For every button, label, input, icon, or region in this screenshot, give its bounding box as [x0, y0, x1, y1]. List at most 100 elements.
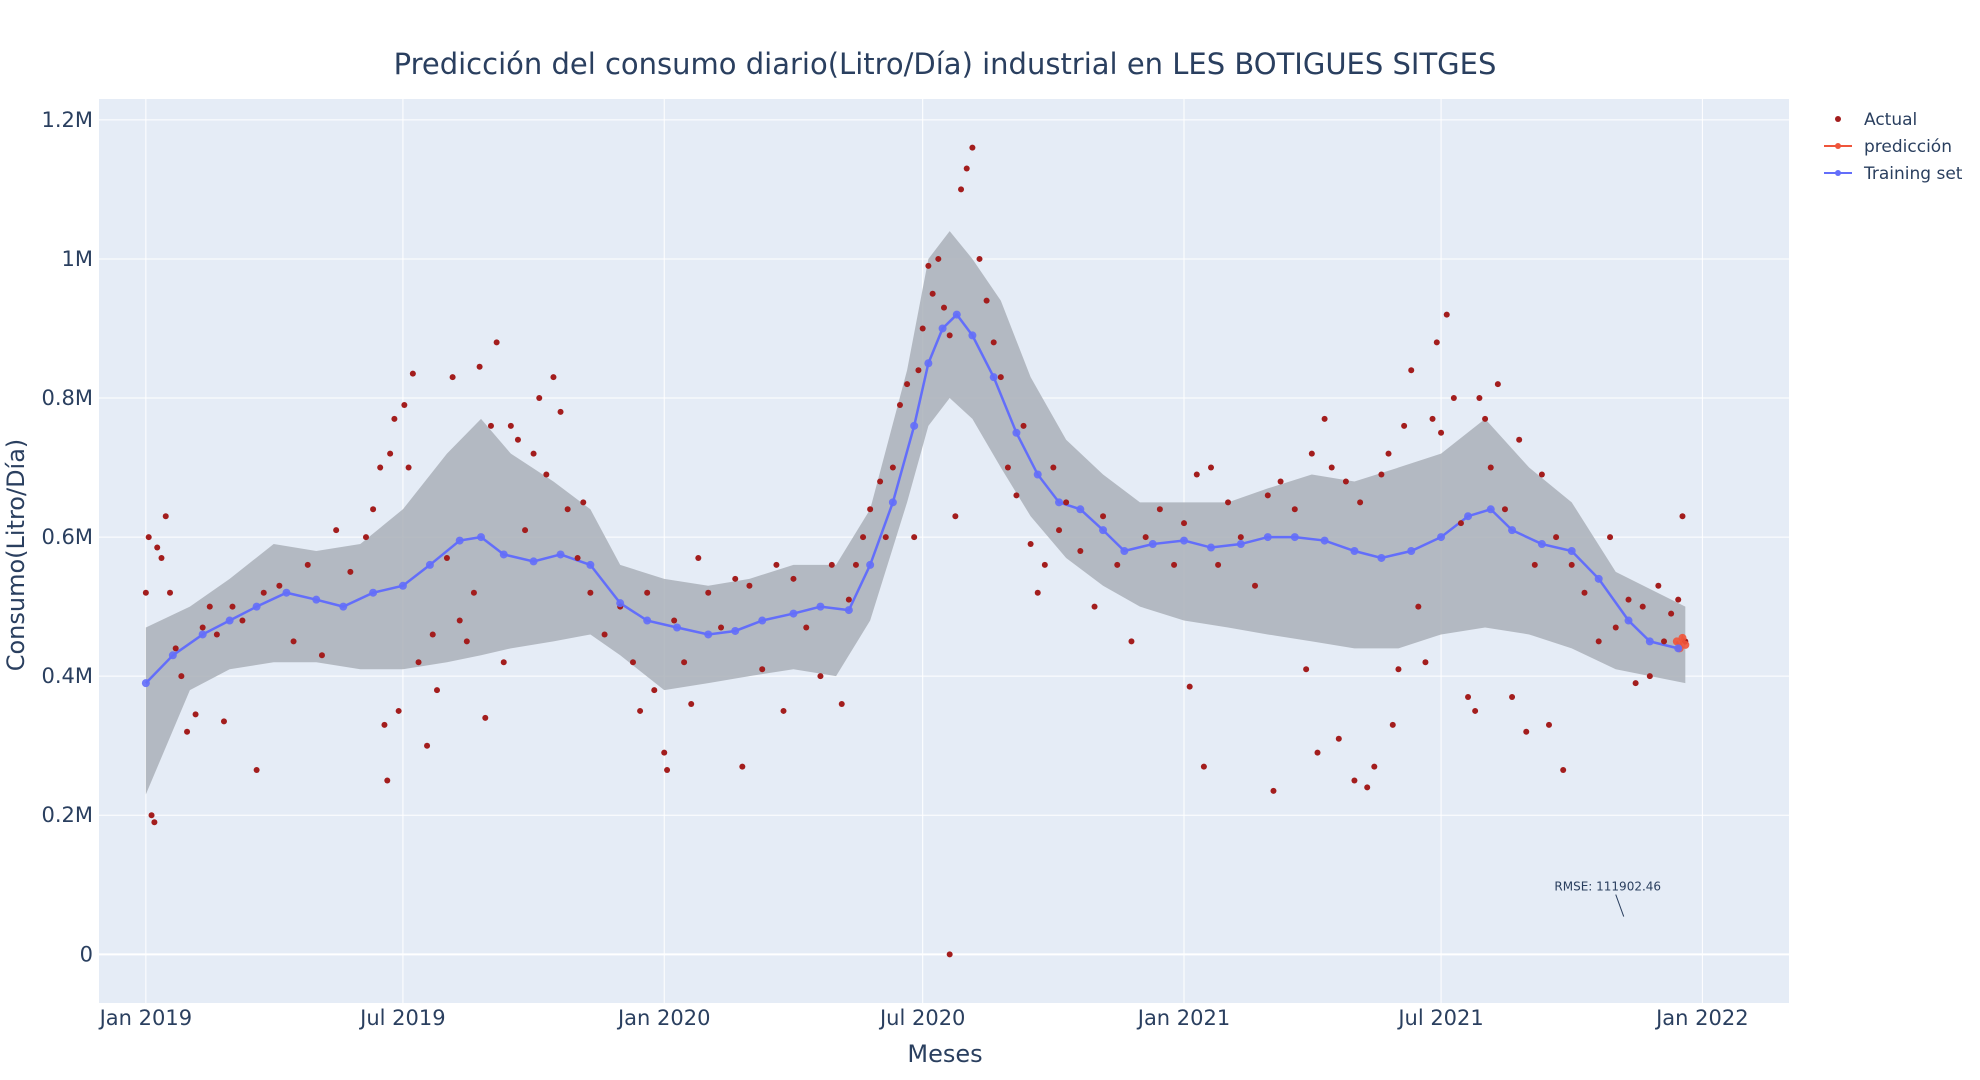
- data-point: [1033, 470, 1042, 479]
- data-point: [493, 339, 500, 346]
- data-point: [158, 554, 165, 561]
- data-point: [1595, 638, 1602, 645]
- data-point: [958, 186, 965, 193]
- data-point: [1351, 777, 1358, 784]
- data-point: [1252, 582, 1259, 589]
- data-point: [304, 561, 311, 568]
- data-point: [1678, 633, 1687, 642]
- data-point: [1494, 381, 1501, 388]
- data-point: [968, 331, 977, 340]
- data-point: [651, 687, 658, 694]
- data-point: [1482, 415, 1489, 422]
- x-tick-label: Jul 2020: [878, 1006, 965, 1030]
- data-point: [1486, 505, 1495, 514]
- data-point: [1389, 721, 1396, 728]
- data-point: [1237, 534, 1244, 541]
- data-point: [1308, 450, 1315, 457]
- data-point: [529, 557, 538, 566]
- data-point: [1437, 533, 1446, 542]
- data-point: [1401, 422, 1408, 429]
- data-point: [904, 381, 911, 388]
- data-point: [919, 325, 926, 332]
- data-point: [1328, 464, 1335, 471]
- data-point: [705, 589, 712, 596]
- data-point: [369, 588, 378, 597]
- y-axis-title: Consumo(Litro/Día): [2, 439, 30, 672]
- data-point: [845, 596, 852, 603]
- data-point: [1264, 492, 1271, 499]
- data-point: [601, 631, 608, 638]
- data-point: [1034, 589, 1041, 596]
- data-point: [1099, 526, 1108, 535]
- data-point: [1225, 499, 1232, 506]
- data-point: [828, 561, 835, 568]
- data-point: [1270, 787, 1277, 794]
- y-tick-label: 0.6M: [41, 525, 93, 549]
- data-point: [888, 498, 897, 507]
- data-point: [151, 819, 158, 826]
- data-point: [746, 582, 753, 589]
- data-point: [168, 651, 177, 660]
- data-point: [318, 652, 325, 659]
- data-point: [997, 374, 1004, 381]
- data-point: [1321, 415, 1328, 422]
- data-point: [1263, 533, 1272, 542]
- data-point: [773, 561, 780, 568]
- data-point: [1415, 603, 1422, 610]
- data-point: [1342, 478, 1349, 485]
- data-point: [867, 506, 874, 513]
- data-point: [499, 550, 508, 559]
- data-point: [470, 589, 477, 596]
- data-point: [1200, 763, 1207, 770]
- data-point: [935, 255, 942, 262]
- data-point: [1335, 735, 1342, 742]
- data-point: [661, 749, 668, 756]
- data-point: [1395, 666, 1402, 673]
- data-point: [1004, 464, 1011, 471]
- data-point: [580, 499, 587, 506]
- data-point: [1027, 541, 1034, 548]
- x-tick-label: Jan 2022: [1654, 1006, 1749, 1030]
- data-point: [1357, 499, 1364, 506]
- data-point: [838, 700, 845, 707]
- data-point: [681, 659, 688, 666]
- data-point: [1457, 520, 1464, 527]
- data-point: [817, 673, 824, 680]
- y-tick-label: 0.4M: [41, 664, 93, 688]
- data-point: [860, 534, 867, 541]
- data-point: [276, 582, 283, 589]
- data-point: [1277, 478, 1284, 485]
- data-point: [910, 421, 919, 430]
- data-point: [704, 630, 713, 639]
- data-point: [780, 707, 787, 714]
- data-point: [252, 602, 261, 611]
- data-point: [1632, 680, 1639, 687]
- series-points: [141, 144, 1690, 958]
- data-point: [253, 767, 260, 774]
- data-point: [239, 617, 246, 624]
- data-point: [1063, 499, 1070, 506]
- data-point: [587, 589, 594, 596]
- data-point: [377, 464, 384, 471]
- data-point: [758, 616, 767, 625]
- rmse-annotation: RMSE: 111902.46: [1554, 880, 1661, 917]
- x-axis-title: Meses: [907, 1040, 982, 1068]
- data-point: [401, 401, 408, 408]
- data-point: [1148, 540, 1157, 549]
- data-point: [1385, 450, 1392, 457]
- data-point: [1408, 367, 1415, 374]
- data-point: [1625, 596, 1632, 603]
- data-point: [1501, 506, 1508, 513]
- data-point: [1560, 767, 1567, 774]
- data-point: [1516, 436, 1523, 443]
- legend[interactable]: Actual predicción Training set: [1824, 110, 1963, 184]
- confidence-band: [145, 231, 1686, 795]
- data-point: [911, 534, 918, 541]
- data-point: [1364, 784, 1371, 791]
- data-point: [362, 534, 369, 541]
- y-tick-label: 0.2M: [41, 803, 93, 827]
- data-point: [882, 534, 889, 541]
- data-point: [395, 707, 402, 714]
- data-point: [1465, 694, 1472, 701]
- data-point: [384, 777, 391, 784]
